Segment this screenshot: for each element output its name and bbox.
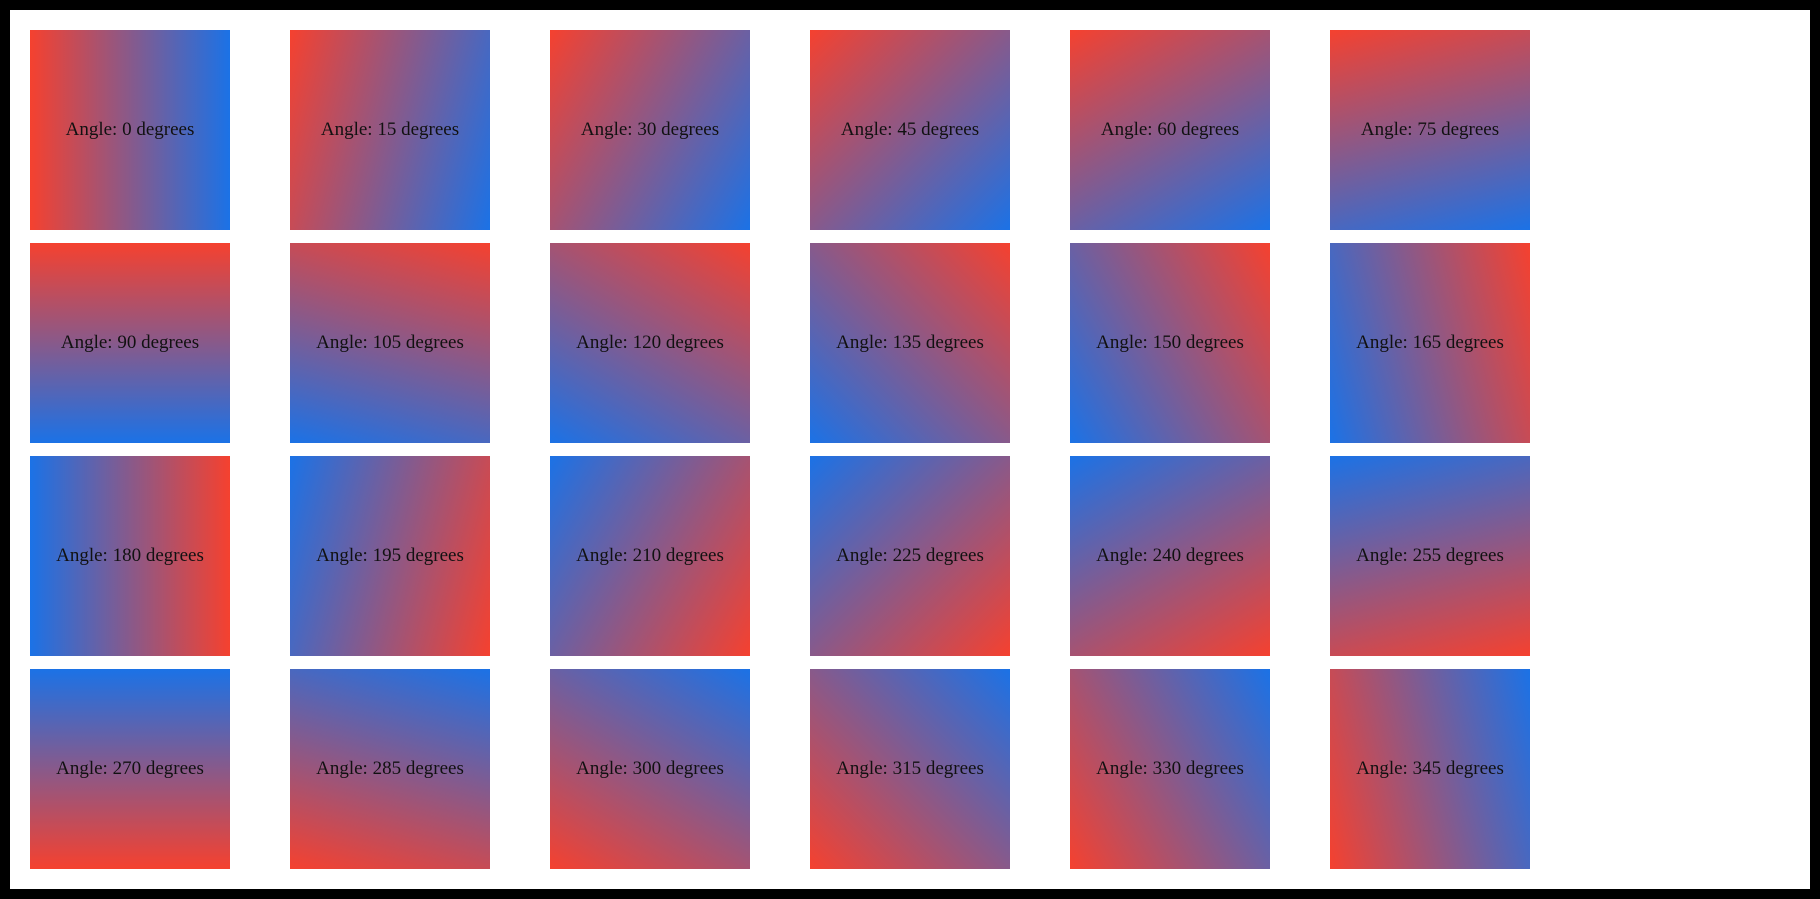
swatch-label: Angle: 240 degrees: [1096, 545, 1244, 566]
gradient-swatch-180: Angle: 180 degrees: [30, 456, 230, 656]
gradient-swatch-345: Angle: 345 degrees: [1330, 669, 1530, 869]
swatch-label: Angle: 255 degrees: [1356, 545, 1504, 566]
gradient-swatch-285: Angle: 285 degrees: [290, 669, 490, 869]
gradient-swatch-225: Angle: 225 degrees: [810, 456, 1010, 656]
swatch-label: Angle: 330 degrees: [1096, 758, 1244, 779]
swatch-label: Angle: 120 degrees: [576, 332, 724, 353]
swatch-label: Angle: 345 degrees: [1356, 758, 1504, 779]
swatch-label: Angle: 315 degrees: [836, 758, 984, 779]
gradient-swatch-165: Angle: 165 degrees: [1330, 243, 1530, 443]
gradient-swatch-30: Angle: 30 degrees: [550, 30, 750, 230]
swatch-label: Angle: 30 degrees: [580, 119, 720, 140]
gradient-swatch-45: Angle: 45 degrees: [810, 30, 1010, 230]
gradient-swatch-150: Angle: 150 degrees: [1070, 243, 1270, 443]
gradient-swatch-0: Angle: 0 degrees: [30, 30, 230, 230]
swatch-label: Angle: 195 degrees: [316, 545, 464, 566]
swatch-label: Angle: 150 degrees: [1096, 332, 1244, 353]
swatch-label: Angle: 210 degrees: [576, 545, 724, 566]
gradient-swatch-315: Angle: 315 degrees: [810, 669, 1010, 869]
gradient-swatch-330: Angle: 330 degrees: [1070, 669, 1270, 869]
gradient-grid: Angle: 0 degrees Angle: 15 degrees Angle: …: [30, 30, 1810, 882]
gradient-swatch-75: Angle: 75 degrees: [1330, 30, 1530, 230]
gradient-swatch-240: Angle: 240 degrees: [1070, 456, 1270, 656]
swatch-label: Angle: 105 degrees: [316, 332, 464, 353]
gradient-swatch-105: Angle: 105 degrees: [290, 243, 490, 443]
swatch-label: Angle: 135 degrees: [836, 332, 984, 353]
gradient-swatch-300: Angle: 300 degrees: [550, 669, 750, 869]
gradient-swatch-120: Angle: 120 degrees: [550, 243, 750, 443]
swatch-label: Angle: 285 degrees: [316, 758, 464, 779]
gradient-swatch-270: Angle: 270 degrees: [30, 669, 230, 869]
swatch-label: Angle: 45 degrees: [840, 119, 980, 140]
swatch-label: Angle: 180 degrees: [56, 545, 204, 566]
gradient-swatch-255: Angle: 255 degrees: [1330, 456, 1530, 656]
swatch-label: Angle: 60 degrees: [1100, 119, 1240, 140]
gradient-swatch-135: Angle: 135 degrees: [810, 243, 1010, 443]
swatch-label: Angle: 15 degrees: [320, 119, 460, 140]
swatch-label: Angle: 225 degrees: [836, 545, 984, 566]
swatch-label: Angle: 300 degrees: [576, 758, 724, 779]
gradient-swatch-15: Angle: 15 degrees: [290, 30, 490, 230]
gradient-swatch-60: Angle: 60 degrees: [1070, 30, 1270, 230]
gradient-swatch-90: Angle: 90 degrees: [30, 243, 230, 443]
swatch-label: Angle: 0 degrees: [65, 119, 195, 140]
swatch-label: Angle: 75 degrees: [1360, 119, 1500, 140]
swatch-label: Angle: 270 degrees: [56, 758, 204, 779]
swatch-label: Angle: 165 degrees: [1356, 332, 1504, 353]
gradient-swatch-210: Angle: 210 degrees: [550, 456, 750, 656]
gradient-swatch-195: Angle: 195 degrees: [290, 456, 490, 656]
swatch-label: Angle: 90 degrees: [60, 332, 200, 353]
